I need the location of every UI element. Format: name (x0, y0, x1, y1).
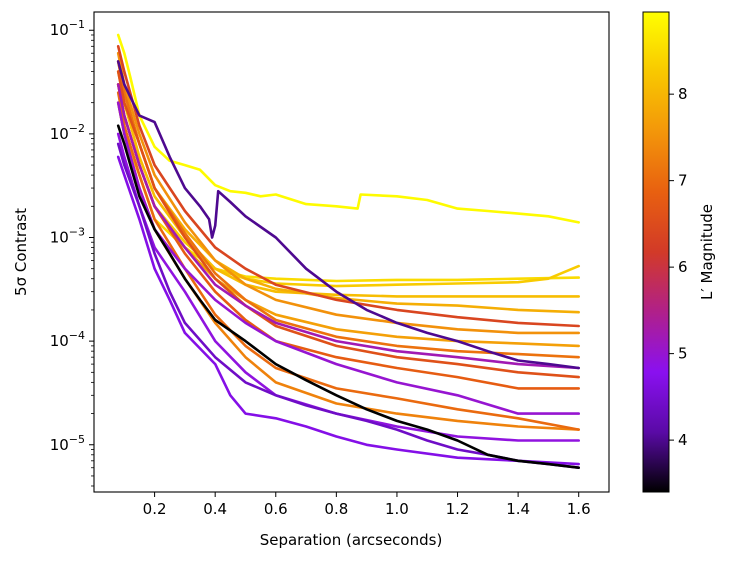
plot-frame (93, 11, 610, 493)
y-tick-label-2: 10−4 (50, 329, 85, 350)
x-tick-label-1: 0.2 (143, 500, 167, 518)
y-tick-label-3: 10−3 (50, 226, 85, 247)
series-layer (116, 33, 581, 470)
series-line-16 (116, 132, 581, 442)
x-tick-label-8: 1.6 (567, 500, 591, 518)
series-line-9 (116, 60, 581, 359)
colorbar-label: L′ Magnitude (698, 204, 716, 300)
x-tick-label-3: 0.6 (264, 500, 288, 518)
y-axis-ticks: 10−5 10−4 10−3 10−2 10−1 (50, 18, 94, 487)
colorbar-tick-label-5: 8 (678, 85, 688, 103)
y-tick-label-4: 10−2 (50, 122, 85, 143)
y-axis-label: 5σ Contrast (12, 208, 30, 296)
x-tick-label-2: 0.4 (203, 500, 227, 518)
y-tick-label-1: 10−5 (50, 433, 85, 454)
series-line-15 (116, 101, 581, 415)
series-line-1 (116, 33, 581, 224)
colorbar-tick-label-1: 4 (678, 431, 688, 449)
y-tick-label-5: 10−1 (50, 18, 85, 39)
series-line-8 (116, 101, 581, 431)
colorbar-ticks: 4 5 6 7 8 (669, 85, 688, 449)
colorbar-tick-label-4: 7 (678, 172, 688, 190)
colorbar-tick-label-2: 5 (678, 345, 688, 363)
series-line-10 (116, 91, 581, 431)
series-line-13 (116, 44, 581, 328)
series-line-17 (116, 155, 581, 466)
x-axis-ticks: 0.2 0.4 0.6 0.8 1.0 1.2 1.4 1.6 (143, 492, 591, 518)
series-line-20 (116, 124, 581, 470)
series-line-19 (116, 60, 581, 370)
series-line-7 (116, 51, 581, 335)
x-axis-label: Separation (arcseconds) (260, 531, 443, 549)
x-tick-label-7: 1.4 (506, 500, 530, 518)
colorbar-tick-label-3: 6 (678, 258, 688, 276)
colorbar (642, 11, 670, 493)
x-tick-label-5: 1.0 (385, 500, 409, 518)
series-line-4 (116, 70, 581, 298)
x-tick-label-4: 0.8 (324, 500, 348, 518)
x-tick-label-6: 1.2 (446, 500, 470, 518)
series-line-14 (116, 83, 581, 370)
